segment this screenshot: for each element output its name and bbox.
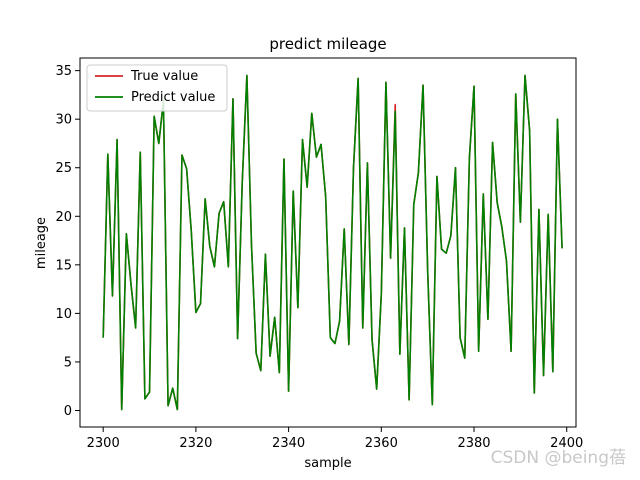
x-tick-label: 2300 — [87, 436, 120, 451]
y-tick-label: 30 — [55, 113, 72, 128]
series-line-predict-value — [102, 74, 563, 411]
y-tick-label: 20 — [55, 210, 72, 225]
x-axis: 2300 2320 2340 2360 2380 2400 — [87, 427, 583, 451]
plot-frame — [79, 57, 577, 428]
x-tick-label: 2340 — [272, 436, 305, 451]
x-tick-label: 2320 — [179, 436, 212, 451]
y-tick-label: 35 — [55, 64, 72, 79]
y-tick-label: 0 — [64, 404, 72, 419]
x-tick-label: 2400 — [550, 436, 583, 451]
y-axis-label: mileage — [34, 217, 49, 269]
y-tick-label: 5 — [64, 355, 72, 370]
y-tick-label: 25 — [55, 161, 72, 176]
chart-title: predict mileage — [269, 35, 386, 53]
legend: True value Predict value — [86, 64, 228, 112]
x-tick-label: 2380 — [457, 436, 490, 451]
series-line-true-value — [102, 74, 563, 411]
series-layer — [102, 74, 563, 411]
y-tick-label: 10 — [55, 307, 72, 322]
y-tick-label: 15 — [55, 258, 72, 273]
watermark: CSDN @being蓓 — [490, 448, 626, 468]
x-tick-label: 2360 — [365, 436, 398, 451]
legend-label-predict-value: Predict value — [131, 90, 215, 105]
x-axis-label: sample — [304, 456, 351, 471]
y-axis: 0 5 10 15 20 25 30 35 — [55, 64, 80, 419]
legend-label-true-value: True value — [130, 69, 198, 84]
